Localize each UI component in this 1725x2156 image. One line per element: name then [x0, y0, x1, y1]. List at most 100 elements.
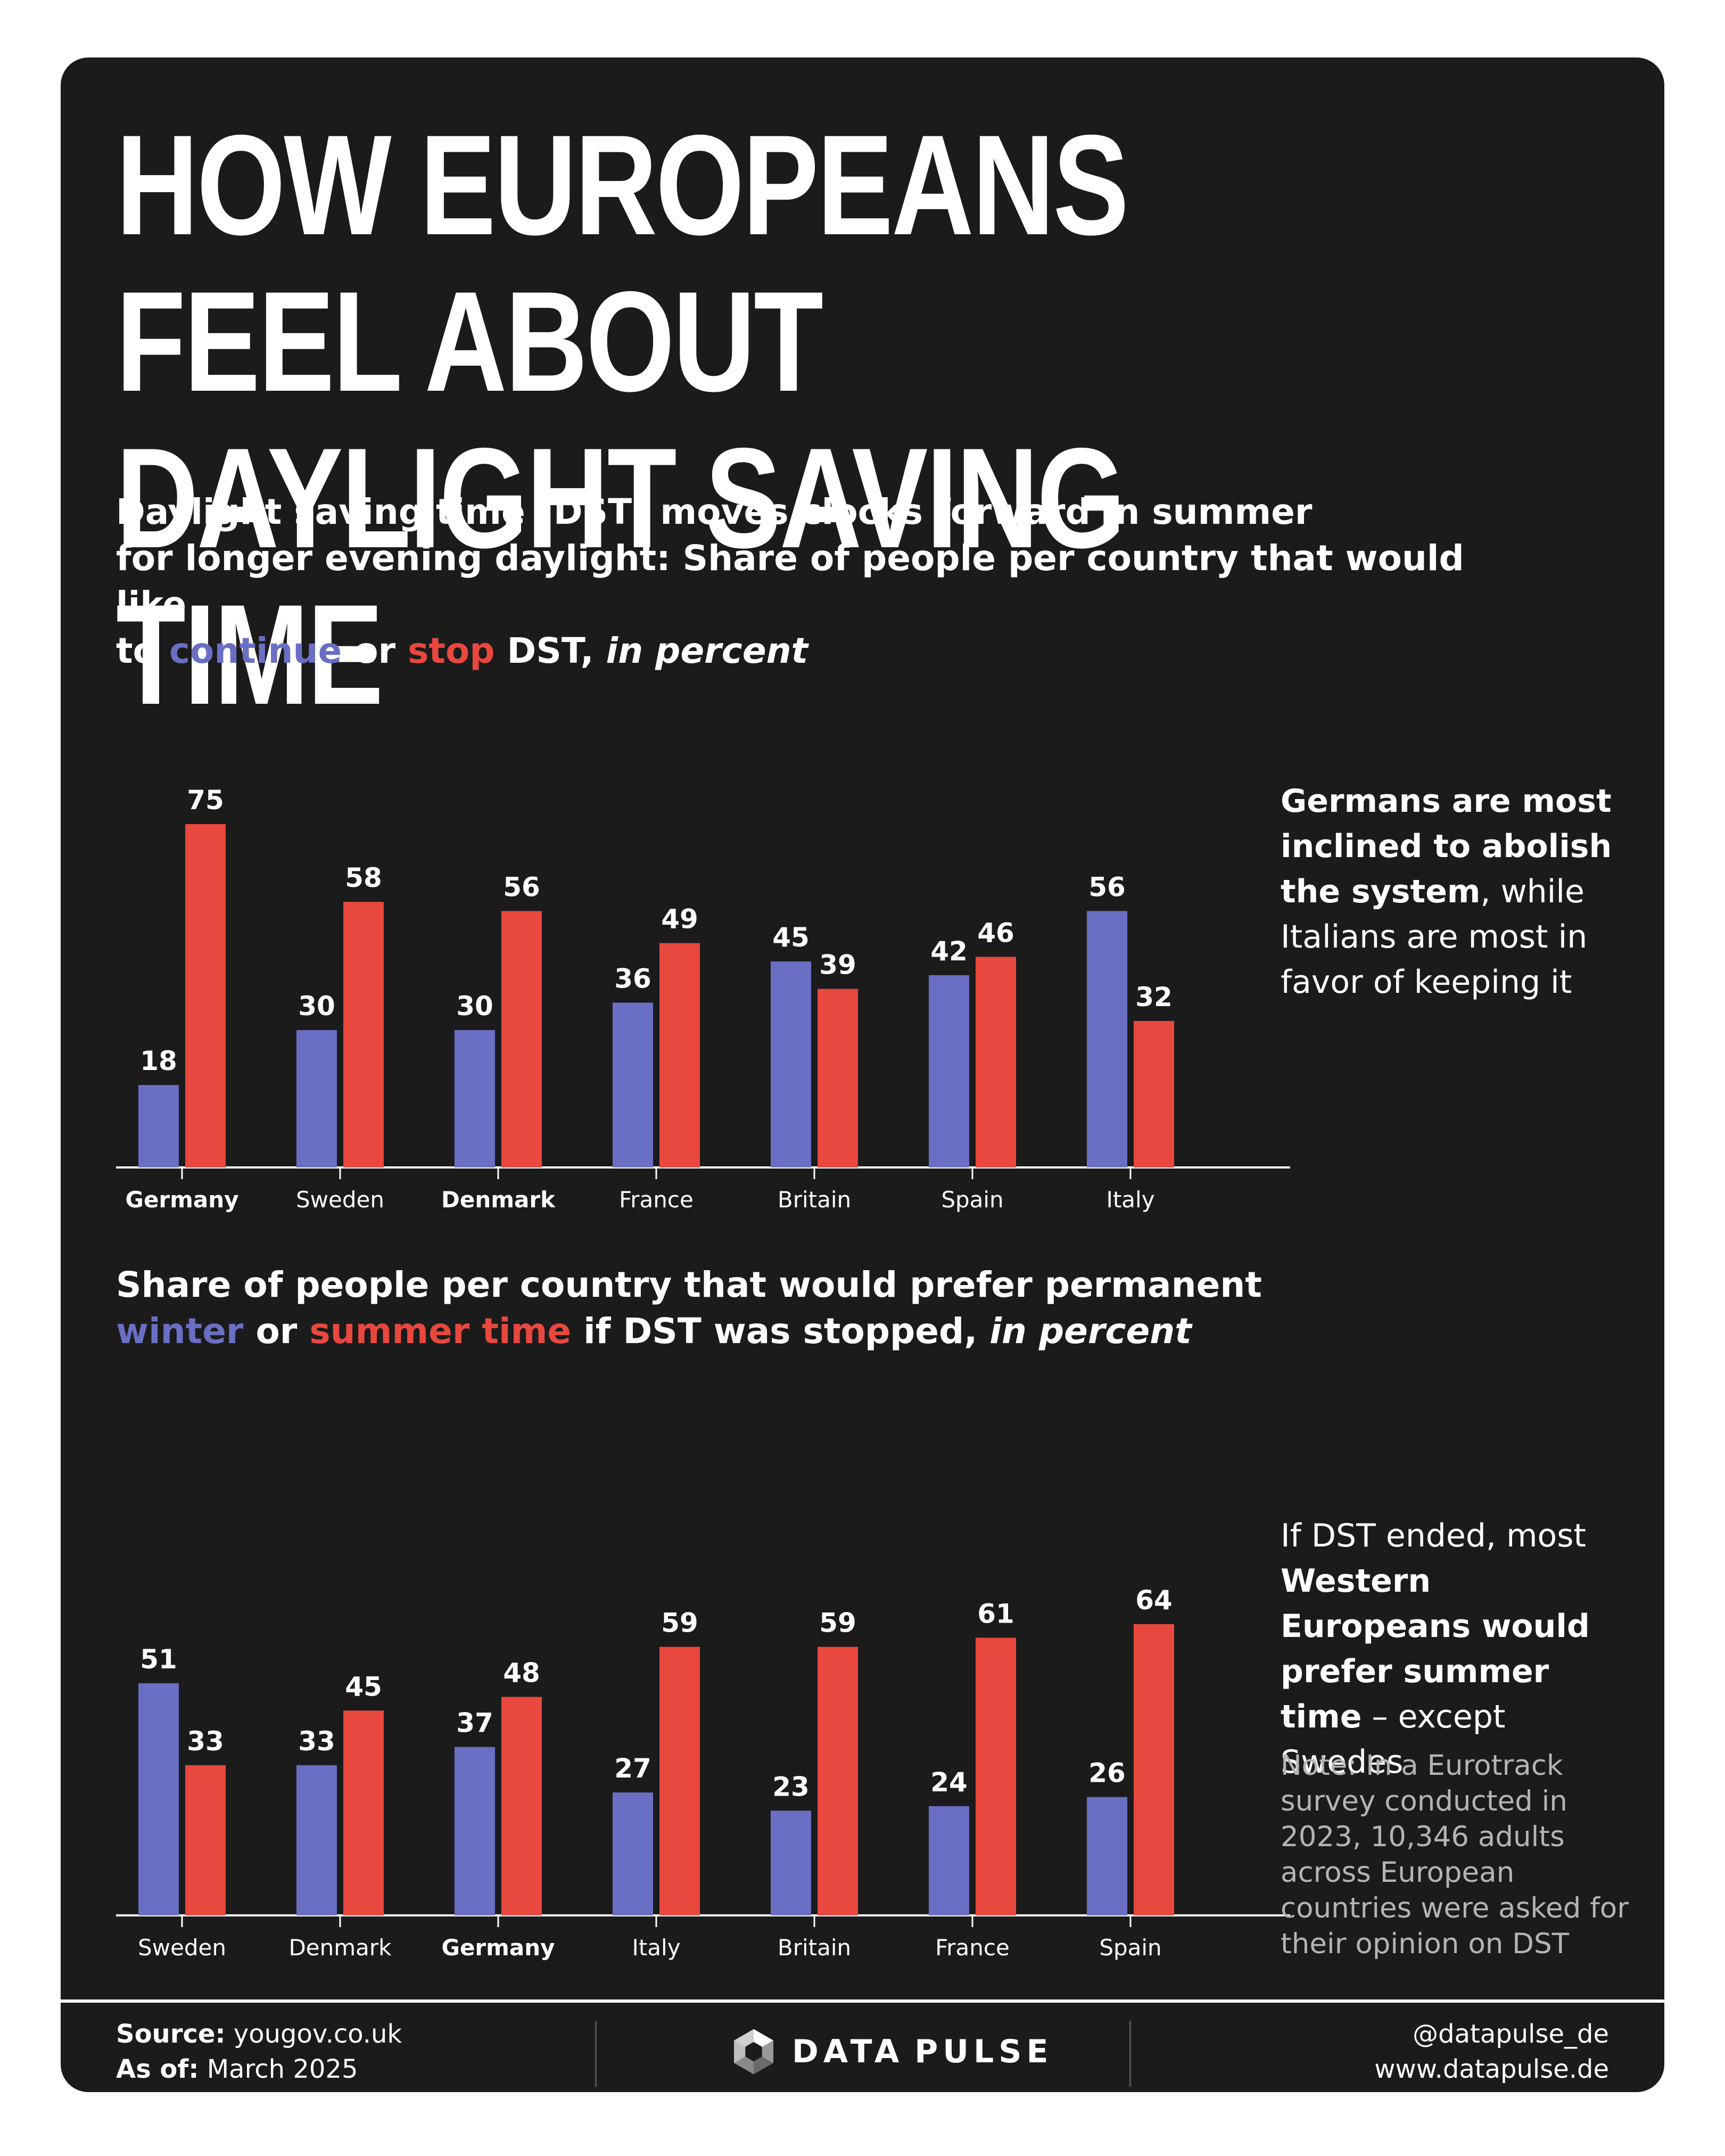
- chart2-bar-value: 27: [614, 1753, 651, 1784]
- chart1-category-label: Denmark: [441, 1187, 556, 1213]
- chart1-bar-stop: [1134, 1021, 1174, 1167]
- chart2-category-label: Italy: [632, 1935, 680, 1961]
- chart2-subtitle-rest: if DST was stopped,: [583, 1311, 978, 1352]
- chart2-bar-winter: [138, 1683, 179, 1915]
- infographic-card: How Europeans feel about daylight saving…: [61, 57, 1664, 2092]
- chart2-bar-winter: [929, 1806, 969, 1915]
- chart1-bar-value: 46: [977, 917, 1014, 948]
- chart2-bar-value: 37: [456, 1708, 493, 1739]
- legend-continue: continue: [169, 630, 342, 671]
- chart1-bar-value: 32: [1135, 982, 1173, 1013]
- chart2-bar-value: 59: [661, 1608, 698, 1639]
- chart1-bar-stop: [818, 989, 858, 1167]
- chart1-category-label: France: [619, 1187, 694, 1213]
- chart1-bar-continue: [613, 1002, 653, 1167]
- chart1-annotation: Germans are most inclined to abolish the…: [1281, 779, 1632, 1005]
- chart2-category-label: Britain: [778, 1935, 851, 1961]
- chart1-bar-value: 75: [187, 785, 224, 816]
- chart2-bar-value: 26: [1088, 1758, 1126, 1789]
- chart2-subtitle: Share of people per country that would p…: [116, 1262, 1393, 1354]
- chart2-bar-summer-time: [976, 1637, 1016, 1915]
- source-label: Source:: [116, 2019, 226, 2049]
- chart1-bar-value: 36: [614, 963, 651, 994]
- chart1-bar-value: 49: [661, 904, 698, 935]
- chart1-annotation-bold: Germans are most inclined to abolish the…: [1281, 783, 1612, 910]
- chart2-category-label: Spain: [1099, 1935, 1161, 1961]
- chart1-category-label: Germany: [125, 1187, 238, 1213]
- chart2-bar-value: 59: [819, 1608, 856, 1639]
- chart1-bar-continue: [1087, 911, 1127, 1167]
- chart2-bar-value: 61: [977, 1598, 1014, 1629]
- chart1-subtitle-dst: DST,: [507, 630, 594, 671]
- chart1-unit: in percent: [606, 630, 808, 671]
- chart2-svg: Sweden 51 33 Denmark 33 45 Germany 37 48 Italy 27 5…: [116, 1585, 1290, 1961]
- chart2-category-label: Denmark: [288, 1935, 392, 1961]
- chart2-bar-winter: [455, 1747, 495, 1915]
- chart1-bar-value: 56: [503, 871, 540, 902]
- chart1-category-label: Spain: [941, 1187, 1003, 1213]
- chart2-winter-summer: Sweden 51 33 Denmark 33 45 Germany 37 48 Italy 27 5…: [116, 1474, 1298, 1985]
- chart2-bar-winter: [613, 1792, 653, 1915]
- chart1-category-label: Sweden: [296, 1187, 384, 1213]
- chart1-annotation-rest: , while Italians are most in favor of ke…: [1281, 873, 1588, 1001]
- chart2-bar-summer-time: [1134, 1624, 1174, 1915]
- logo-hexagon-icon: [734, 2029, 773, 2075]
- chart1-subtitle-line1: Daylight saving time (DST) moves clocks …: [116, 491, 1313, 532]
- chart2-bar-winter: [1087, 1797, 1127, 1915]
- chart2-bar-value: 33: [298, 1726, 335, 1757]
- logo-word-pulse: PULSE: [914, 2033, 1053, 2070]
- chart1-category-label: Italy: [1106, 1187, 1154, 1213]
- chart1-subtitle-to: to: [116, 630, 157, 671]
- datapulse-logo: DATA PULSE: [729, 2027, 1053, 2076]
- chart1-subtitle: Daylight saving time (DST) moves clocks …: [116, 489, 1500, 674]
- footer-separator-left: [595, 2021, 597, 2087]
- chart1-bar-value: 42: [930, 936, 968, 967]
- chart1-bar-value: 18: [140, 1046, 177, 1076]
- chart2-bar-value: 23: [772, 1771, 810, 1802]
- legend-winter: winter: [116, 1311, 244, 1352]
- chart2-category-label: France: [935, 1935, 1010, 1961]
- chart1-bar-value: 39: [819, 950, 856, 981]
- chart2-bar-value: 51: [140, 1644, 177, 1675]
- chart1-continue-stop: Germany 18 75 Sweden 30 58 Denmark 30 56 France 36…: [116, 723, 1298, 1234]
- chart1-bar-stop: [343, 902, 384, 1167]
- chart2-unit: in percent: [989, 1311, 1192, 1352]
- chart1-bar-value: 45: [772, 922, 810, 953]
- chart1-bar-value: 56: [1088, 871, 1126, 902]
- chart2-bar-value: 24: [930, 1767, 968, 1798]
- chart2-bar-value: 64: [1135, 1585, 1173, 1616]
- chart1-bar-value: 30: [456, 991, 493, 1022]
- chart1-bar-value: 30: [298, 991, 335, 1022]
- chart1-bar-continue: [929, 975, 969, 1167]
- chart2-category-label: Sweden: [138, 1935, 226, 1961]
- chart1-bar-continue: [455, 1030, 495, 1167]
- chart1-bar-continue: [771, 961, 811, 1167]
- chart2-bar-summer-time: [501, 1697, 542, 1915]
- chart1-subtitle-or: or: [354, 630, 396, 671]
- chart2-bar-summer-time: [185, 1765, 226, 1915]
- chart2-category-label: Germany: [441, 1935, 555, 1961]
- footer-source: Source: yougov.co.uk As of: March 2025: [116, 2017, 402, 2087]
- footer-divider: [61, 1999, 1664, 2003]
- chart1-category-label: Britain: [778, 1187, 851, 1213]
- chart2-bar-value: 48: [503, 1658, 540, 1689]
- chart2-subtitle-or: or: [255, 1311, 298, 1352]
- footer-separator-right: [1129, 2021, 1131, 2087]
- social-handle: @datapulse_de: [1413, 2019, 1609, 2049]
- chart2-annotation-bold: Western Europeans would prefer summer ti…: [1281, 1562, 1590, 1735]
- chart1-bar-stop: [976, 957, 1016, 1167]
- survey-note: Note: In a Eurotrack survey conducted in…: [1281, 1749, 1629, 1960]
- chart2-subtitle-line1: Share of people per country that would p…: [116, 1264, 1262, 1305]
- legend-stop: stop: [408, 630, 495, 671]
- chart2-annotation: If DST ended, most Western Europeans wou…: [1281, 1513, 1632, 1785]
- website-link: www.datapulse.de: [1374, 2054, 1609, 2084]
- chart2-bar-value: 45: [345, 1671, 382, 1702]
- chart1-subtitle-line2: for longer evening daylight: Share of pe…: [116, 538, 1464, 625]
- chart2-bar-winter: [296, 1765, 337, 1915]
- asof-label: As of:: [116, 2054, 199, 2084]
- chart1-svg: Germany 18 75 Sweden 30 58 Denmark 30 56 France 36…: [116, 785, 1290, 1213]
- chart2-bar-summer-time: [343, 1710, 384, 1915]
- chart2-bar-summer-time: [818, 1647, 858, 1915]
- chart1-bar-continue: [296, 1030, 337, 1167]
- source-value: yougov.co.uk: [233, 2019, 402, 2049]
